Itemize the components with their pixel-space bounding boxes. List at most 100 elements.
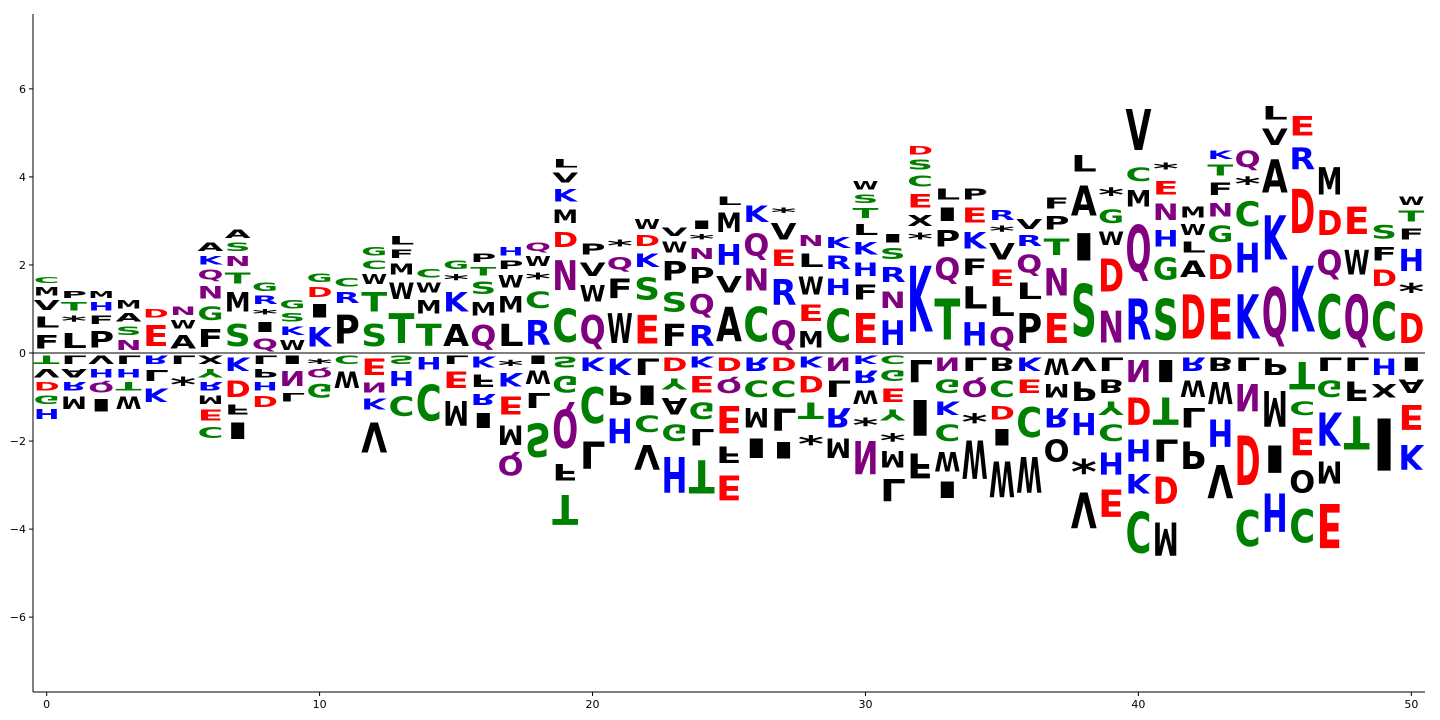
logo-letter-l: L: [525, 388, 551, 412]
logo-letter-d: D: [252, 393, 278, 411]
logo-letter-q: Q: [743, 229, 769, 264]
logo-letter-e: E: [689, 370, 715, 396]
logo-letter-l: L: [1071, 150, 1097, 177]
logo-letter-r: R: [771, 273, 797, 314]
logo-letter-l: L: [1344, 353, 1370, 374]
logo-letter-t: T: [389, 306, 415, 354]
logo-letter-k: K: [143, 383, 170, 404]
logo-letter-a: A: [170, 332, 196, 353]
logo-letter-k: K: [197, 254, 224, 267]
logo-letter-h: H: [1071, 405, 1097, 439]
logo-letter-q: Q: [1125, 212, 1151, 287]
logo-letter-y: Y: [196, 366, 223, 379]
y-tick-label: 4: [19, 171, 26, 184]
logo-letter-r: R: [525, 314, 551, 353]
logo-letter-t: T: [798, 397, 825, 423]
logo-letter-stop: *: [170, 366, 196, 390]
logo-letter-stop: *: [853, 408, 879, 430]
logo-letter-v: V: [552, 171, 578, 187]
logo-letter-f: F: [1044, 194, 1070, 212]
logo-letter-g: G: [279, 298, 305, 311]
logo-letter-r: R: [143, 353, 169, 366]
logo-letter-w: W: [798, 272, 824, 301]
logo-letter-h: H: [1262, 480, 1288, 541]
logo-letter-p: P: [470, 252, 496, 265]
logo-letter-m: M: [880, 445, 906, 472]
logo-letter-l: L: [1180, 401, 1206, 432]
logo-letter-l: L: [1262, 103, 1288, 124]
logo-letter-s: S: [470, 278, 496, 298]
logo-letter-g: G: [880, 366, 906, 384]
logo-letter-p: P: [607, 379, 633, 409]
logo-letter-k: K: [607, 353, 634, 380]
logo-letter-l: L: [716, 195, 742, 208]
logo-letter-b: B: [1207, 353, 1233, 375]
logo-letter-l: L: [1235, 353, 1261, 374]
logo-letter-e: E: [907, 191, 933, 213]
logo-letter-s: S: [225, 241, 251, 254]
logo-letter-f: F: [225, 401, 251, 416]
logo-letter-d: D: [34, 379, 60, 392]
logo-letter-k: K: [361, 395, 388, 412]
logo-letter-t: T: [416, 319, 443, 354]
logo-letter-i: I: [907, 388, 933, 445]
logo-letter-w: W: [1398, 195, 1424, 208]
logo-letter-f: F: [1398, 225, 1424, 243]
logo-letter-m: M: [225, 288, 251, 318]
logo-letter-stop: *: [1071, 440, 1097, 479]
logo-letter-p: P: [252, 366, 278, 379]
logo-letter-stop: *: [689, 232, 715, 245]
logo-letter-h: H: [853, 259, 879, 281]
logo-letter-t: T: [1044, 235, 1071, 261]
logo-letter-w: W: [634, 217, 660, 232]
logo-letter-f: F: [1207, 179, 1233, 199]
logo-letter-l: L: [580, 432, 606, 475]
logo-letter-c: C: [825, 300, 851, 353]
logo-letter-e: E: [143, 320, 169, 353]
logo-letter-k: K: [470, 353, 497, 370]
logo-letter-c: C: [634, 410, 660, 437]
logo-letter-t: T: [1398, 208, 1424, 226]
logo-letter-e: E: [1317, 490, 1343, 561]
logo-letter-h: H: [825, 275, 851, 301]
logo-letter-l: L: [771, 401, 797, 435]
logo-letter-n: N: [853, 429, 879, 481]
logo-letter-l: L: [798, 250, 824, 271]
logo-letter-m: M: [470, 299, 496, 321]
logo-letter-c: C: [1289, 397, 1315, 419]
logo-letter-s: S: [634, 271, 660, 306]
logo-letter-l: L: [962, 353, 988, 374]
logo-letter-e: E: [498, 390, 524, 419]
logo-letter-l: L: [252, 353, 278, 366]
logo-letter-e: E: [1044, 306, 1070, 354]
logo-letter-y: Y: [879, 405, 906, 423]
logo-letter-q: Q: [1262, 275, 1288, 354]
logo-letter-d: D: [1098, 251, 1124, 303]
logo-letter-b: B: [1098, 375, 1124, 397]
logo-letter-s: S: [525, 412, 551, 465]
logo-letter-i: I: [88, 395, 114, 415]
logo-letter-e: E: [1289, 111, 1315, 142]
logo-letter-p: P: [1180, 432, 1206, 476]
logo-letter-b: B: [989, 353, 1015, 375]
logo-letter-g: G: [934, 374, 960, 396]
logo-letter-s: S: [279, 312, 305, 325]
logo-letter-v: V: [1016, 217, 1042, 233]
logo-letter-d: D: [552, 228, 578, 252]
logo-letter-c: C: [1289, 498, 1315, 551]
x-tick-label: 10: [313, 698, 327, 711]
logo-letter-d: D: [1317, 204, 1343, 244]
logo-letter-stop: *: [1235, 172, 1261, 194]
logo-letter-s: S: [225, 318, 251, 353]
logo-letter-e: E: [443, 366, 469, 392]
logo-letter-p: P: [88, 326, 114, 353]
logo-letter-d: D: [771, 352, 797, 374]
y-tick-label: −2: [10, 435, 26, 448]
logo-letter-w: W: [525, 365, 551, 387]
logo-letter-stop: *: [307, 353, 333, 366]
logo-letter-m: M: [1317, 454, 1343, 489]
logo-letter-e: E: [1098, 481, 1124, 525]
logo-letter-w: W: [525, 254, 551, 269]
y-tick-label: −6: [10, 611, 26, 624]
logo-letter-n: N: [552, 252, 578, 301]
